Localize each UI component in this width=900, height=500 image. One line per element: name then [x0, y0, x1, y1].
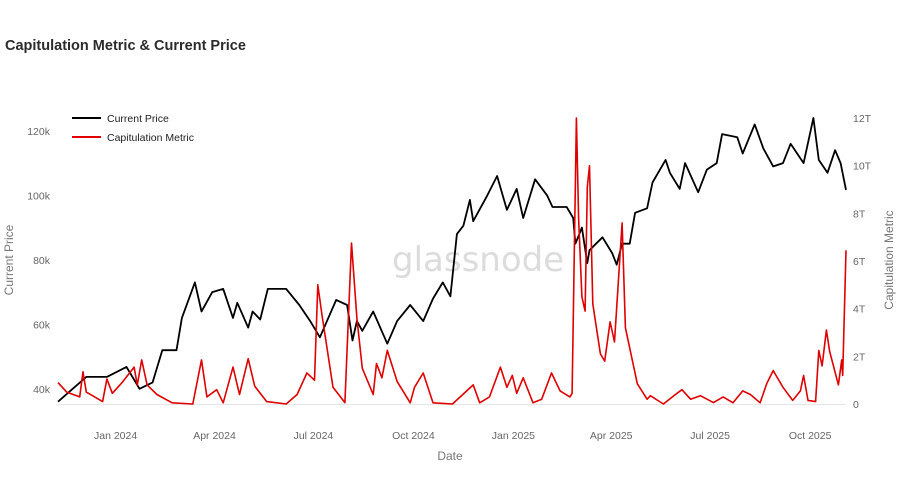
left-y-tick-label: 40k — [33, 384, 51, 396]
right-y-axis-ticks: 0 2T 4T 6T 8T 10T 12T — [853, 113, 872, 411]
x-tick-label: Jan 2025 — [492, 430, 535, 442]
legend-item-current-price[interactable]: Current Price — [72, 113, 169, 125]
legend-label-capitulation-metric: Capitulation Metric — [107, 132, 194, 144]
x-tick-label: Oct 2025 — [789, 430, 832, 442]
right-y-tick-label: 0 — [853, 399, 859, 411]
series-line-capitulation-metric — [57, 117, 847, 405]
right-y-tick-label: 6T — [853, 256, 866, 268]
legend: Current Price Capitulation Metric — [72, 113, 194, 144]
right-y-tick-label: 10T — [853, 161, 872, 173]
right-y-tick-label: 12T — [853, 113, 872, 125]
right-y-tick-label: 4T — [853, 304, 866, 316]
left-y-tick-label: 120k — [27, 126, 51, 138]
x-axis-ticks: Jan 2024 Apr 2024 Jul 2024 Oct 2024 Jan 2025… — [94, 430, 832, 442]
x-tick-label: Apr 2025 — [590, 430, 633, 442]
right-y-axis-title: Capitulation Metric — [882, 210, 896, 309]
left-y-tick-label: 60k — [33, 319, 51, 331]
x-tick-label: Apr 2024 — [193, 430, 236, 442]
x-tick-label: Jan 2024 — [94, 430, 137, 442]
x-tick-label: Jul 2024 — [294, 430, 334, 442]
watermark-logo: glassnode — [392, 240, 564, 280]
x-tick-label: Jul 2025 — [690, 430, 730, 442]
left-y-axis-ticks: 40k 60k 80k 100k 120k — [27, 126, 51, 396]
legend-item-capitulation-metric[interactable]: Capitulation Metric — [72, 132, 194, 144]
chart-title: Capitulation Metric & Current Price — [5, 38, 246, 54]
legend-label-current-price: Current Price — [107, 113, 169, 125]
series-layer — [57, 117, 847, 405]
left-y-axis-title: Current Price — [2, 224, 16, 295]
left-y-tick-label: 100k — [27, 190, 51, 202]
right-y-tick-label: 2T — [853, 351, 866, 363]
x-tick-label: Oct 2024 — [392, 430, 435, 442]
right-y-tick-label: 8T — [853, 208, 866, 220]
series-line-current-price — [57, 117, 847, 403]
x-axis-title: Date — [437, 449, 463, 463]
left-y-tick-label: 80k — [33, 255, 51, 267]
